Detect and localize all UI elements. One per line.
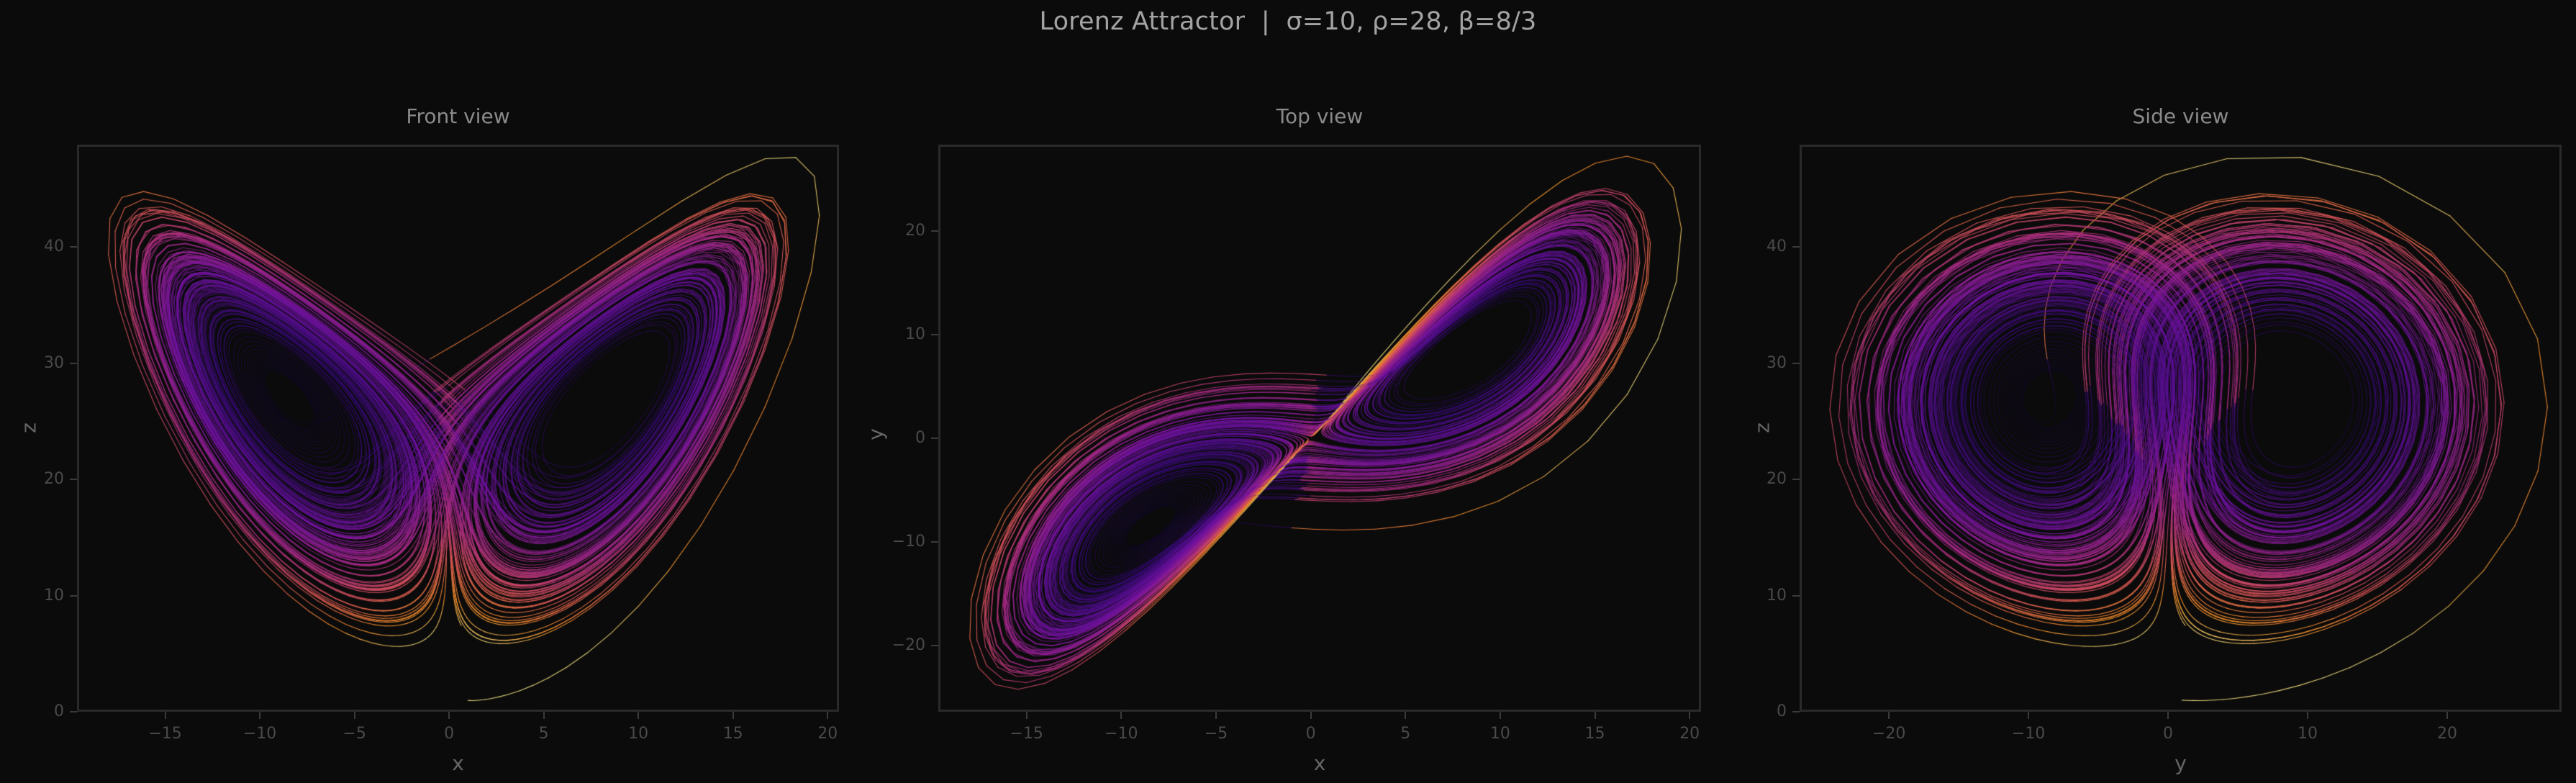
y-tick-label: 10 — [44, 586, 64, 605]
x-tick-label: 5 — [1400, 725, 1411, 743]
x-tick — [1025, 712, 1028, 719]
x-tick-label: 20 — [1679, 725, 1700, 743]
y-tick — [931, 437, 938, 439]
attractor-canvas — [77, 145, 839, 712]
y-tick-label: −20 — [892, 635, 925, 654]
y-tick-label: 20 — [1767, 470, 1787, 489]
x-tick — [1689, 712, 1691, 719]
y-tick — [931, 230, 938, 232]
y-tick-label: −10 — [892, 532, 925, 551]
y-tick — [70, 362, 77, 364]
attractor-canvas — [1800, 145, 2562, 712]
y-tick-label: 20 — [905, 221, 925, 240]
y-tick — [1792, 594, 1800, 597]
x-tick-label: −20 — [1872, 725, 1906, 743]
front-view-plot: Front view x z −15 −10 −5 0 5 10 15 20 0 10 20 30 40 — [17, 104, 839, 775]
x-axis-label: x — [452, 751, 464, 775]
x-tick-label: 10 — [1489, 725, 1510, 743]
y-tick-label: 10 — [905, 325, 925, 343]
x-tick — [827, 712, 829, 719]
x-tick-label: −15 — [148, 725, 182, 743]
x-tick — [1215, 712, 1217, 719]
y-tick — [70, 246, 77, 248]
panel-title: Side view — [2132, 104, 2229, 128]
x-tick — [2307, 712, 2308, 719]
y-axis-label: z — [17, 422, 41, 433]
x-tick-label: 15 — [722, 725, 743, 743]
x-tick — [2446, 712, 2448, 719]
x-tick — [1888, 712, 1890, 719]
side-view-plot: Side view y z −20 −10 0 10 20 0 10 20 30 40 — [1751, 104, 2562, 775]
x-tick-label: 20 — [817, 725, 838, 743]
y-tick — [70, 594, 77, 597]
y-tick — [70, 479, 77, 481]
x-tick — [1120, 712, 1123, 719]
y-tick-label: 30 — [44, 353, 64, 372]
x-tick-label: 20 — [2436, 725, 2457, 743]
x-tick — [2028, 712, 2030, 719]
x-tick-label: 15 — [1584, 725, 1605, 743]
x-tick — [1310, 712, 1312, 719]
x-axis-label: y — [2174, 751, 2187, 775]
x-tick-label: 5 — [538, 725, 549, 743]
x-tick — [732, 712, 734, 719]
x-tick-label: 10 — [628, 725, 649, 743]
x-tick-label: 10 — [2298, 725, 2318, 743]
x-tick-label: 0 — [444, 725, 455, 743]
x-tick — [543, 712, 545, 719]
figure-title: Lorenz Attractor | σ=10, ρ=28, β=8/3 — [1039, 7, 1537, 36]
y-tick-label: 40 — [1767, 237, 1787, 256]
x-tick — [1405, 712, 1407, 719]
y-tick — [70, 711, 77, 712]
y-tick — [931, 333, 938, 335]
x-tick-label: −10 — [1105, 725, 1138, 743]
y-tick-label: 0 — [1777, 702, 1787, 720]
x-tick-label: −10 — [242, 725, 277, 743]
y-tick — [931, 540, 938, 543]
y-tick — [1792, 479, 1800, 481]
x-tick-label: 0 — [2163, 725, 2174, 743]
y-tick-label: 0 — [915, 428, 925, 447]
x-tick-label: −15 — [1010, 725, 1043, 743]
x-tick — [353, 712, 355, 719]
top-view-plot: Top view x y −15 −10 −5 0 5 10 15 20 −20 −10 0 10 20 — [864, 104, 1701, 775]
x-tick — [2167, 712, 2169, 719]
panel-title: Top view — [1276, 104, 1364, 128]
x-axis-label: x — [1313, 751, 1326, 775]
x-tick — [259, 712, 261, 719]
y-tick-label: 30 — [1767, 353, 1787, 372]
y-tick — [1792, 246, 1800, 248]
x-tick — [164, 712, 166, 719]
y-tick-label: 40 — [44, 237, 64, 256]
y-tick — [931, 644, 938, 646]
panel-title: Front view — [406, 104, 510, 128]
x-tick — [448, 712, 450, 719]
x-tick-label: −5 — [1204, 725, 1228, 743]
x-tick-label: 0 — [1305, 725, 1316, 743]
x-tick-label: −5 — [343, 725, 366, 743]
x-tick — [1594, 712, 1596, 719]
y-tick-label: 0 — [54, 702, 64, 720]
y-axis-label: z — [1750, 422, 1774, 433]
x-tick — [638, 712, 640, 719]
y-tick-label: 20 — [44, 470, 64, 489]
y-tick-label: 10 — [1767, 586, 1787, 605]
y-tick — [1792, 711, 1800, 712]
x-tick-label: −10 — [2011, 725, 2046, 743]
x-tick — [1499, 712, 1501, 719]
attractor-canvas — [938, 145, 1701, 712]
y-tick — [1792, 362, 1800, 364]
